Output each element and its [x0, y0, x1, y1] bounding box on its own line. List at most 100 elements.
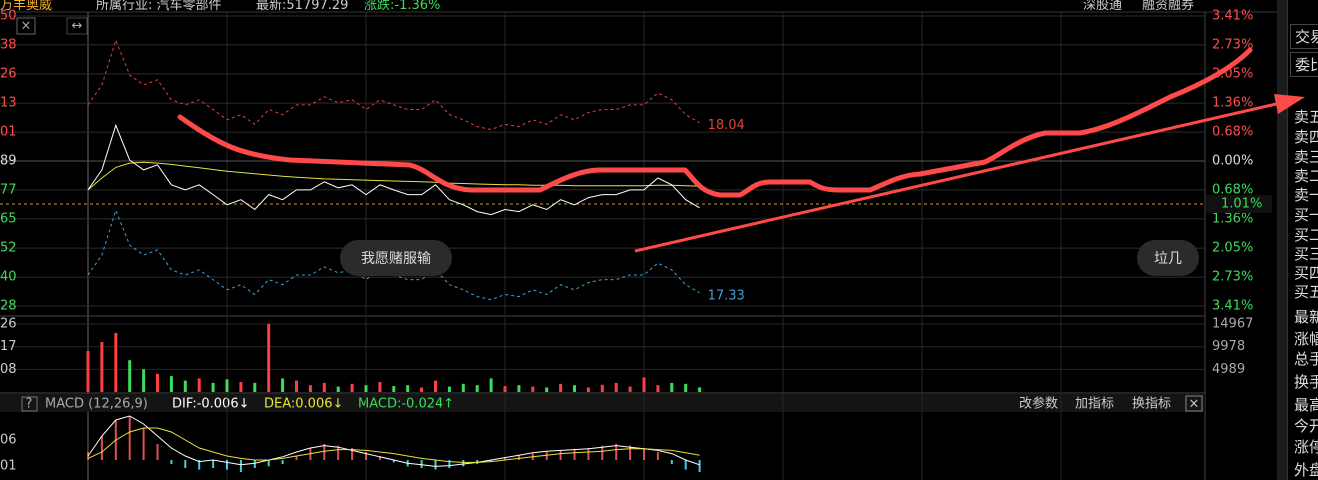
end-label: 18.04	[708, 118, 745, 133]
side-label: 交易	[1290, 24, 1318, 49]
close-icon[interactable]	[16, 17, 36, 35]
volume-bar	[434, 380, 437, 392]
volume-bar	[308, 385, 312, 392]
menu-item[interactable]: 改参数	[1019, 396, 1058, 412]
volume-bar	[531, 386, 535, 392]
stock: 万丰奥威	[0, 0, 53, 13]
side-label: 最高	[1294, 396, 1318, 414]
left-label: 38	[0, 37, 17, 52]
macd-bar	[462, 460, 465, 467]
close-icon[interactable]: ×	[1189, 397, 1200, 412]
left-label: 40	[0, 270, 17, 285]
macd-bar	[490, 460, 493, 462]
side-label: 外盘	[1294, 461, 1318, 479]
volume-bar	[364, 385, 368, 392]
y-tick-label: 3.41%	[1212, 9, 1253, 24]
macd-bar	[323, 444, 326, 460]
y-tick-label: 0.68%	[1212, 125, 1253, 140]
volume-bar	[517, 385, 521, 392]
volume-bar	[86, 351, 90, 392]
menu-item[interactable]: 换指标	[1132, 397, 1171, 412]
volume-bar	[350, 383, 354, 392]
side-label: 买五	[1294, 283, 1318, 301]
volume-bar	[392, 386, 396, 392]
close-icon[interactable]	[1185, 395, 1203, 412]
expand-icon[interactable]: ↔	[72, 19, 83, 34]
volume-bar	[642, 377, 646, 392]
current-label: 1.01%	[1221, 196, 1262, 211]
volume-bar	[295, 380, 298, 392]
volume-bar	[239, 382, 243, 392]
volume-bar	[378, 382, 382, 392]
volume-bar	[475, 385, 479, 392]
volume-bar	[114, 332, 118, 392]
industry: 所属行业: 汽车零部件	[96, 0, 222, 13]
macd-bar	[156, 444, 159, 460]
macd-bar	[601, 445, 604, 460]
macd-bar	[351, 448, 354, 460]
side-label: 卖一	[1294, 186, 1318, 204]
line	[87, 427, 700, 463]
volume-bar	[197, 378, 201, 392]
volume-bar	[656, 385, 660, 392]
dif-label: DIF:-0.006↓	[172, 397, 250, 412]
volume-bar	[447, 386, 451, 392]
volume-bar	[128, 360, 132, 392]
macd-bar	[434, 460, 437, 470]
macd-title: MACD (12,26,9)	[45, 397, 148, 412]
volume-bar	[670, 382, 674, 392]
scrollbar[interactable]	[1277, 0, 1287, 480]
side-label: 卖三	[1294, 148, 1318, 166]
side-label: 涨幅	[1294, 330, 1318, 348]
side-label: 最新	[1294, 308, 1318, 326]
macd-bar	[253, 460, 256, 468]
macd-bar	[170, 460, 173, 464]
left-label: 06	[0, 433, 17, 448]
volume-bar	[573, 385, 576, 392]
expand-icon[interactable]	[66, 17, 88, 35]
y-tick-label: 1.36%	[1212, 96, 1253, 111]
macd-header	[0, 394, 1205, 412]
y-tick-label: 9978	[1212, 339, 1245, 354]
volume-bar	[684, 383, 688, 392]
side-label: 涨停	[1294, 438, 1318, 456]
close-icon[interactable]: ×	[21, 19, 32, 34]
left-label: 26	[0, 317, 17, 332]
y-tick-label: 2.05%	[1212, 66, 1253, 81]
side-label: 换手	[1294, 373, 1318, 391]
macd-bar	[226, 460, 228, 470]
macd-bar	[587, 448, 590, 460]
help-icon[interactable]	[21, 396, 38, 412]
button[interactable]: 我愿赌服输	[340, 240, 452, 276]
stock-name: 万丰奥威	[0, 0, 53, 13]
macd-bar	[670, 460, 673, 464]
macd-bar	[643, 448, 645, 460]
side-label: 买一	[1294, 206, 1318, 224]
volume-bar	[336, 386, 340, 392]
side-panel: 交易委比卖五卖四卖三卖二卖一买一买二买三买四买五最新涨幅总手换手最高今开涨停外盘	[1287, 0, 1318, 480]
tag: 融资融券	[1142, 0, 1195, 13]
macd-bar	[337, 445, 340, 460]
macd-label: MACD:-0.024↑	[358, 397, 454, 412]
macd-bar	[392, 460, 395, 463]
macd-bar	[656, 452, 659, 460]
macd-bar	[615, 444, 618, 460]
volume-bar	[225, 379, 229, 392]
volume-bar	[211, 382, 215, 392]
side-label: 卖二	[1294, 167, 1318, 185]
macd-bar	[295, 456, 298, 460]
menu-item[interactable]: 加指标	[1075, 397, 1114, 412]
macd-bar	[448, 460, 451, 468]
side-label: 卖四	[1294, 128, 1318, 146]
button[interactable]: 垃几	[1137, 240, 1199, 276]
y-tick-label: 3.41%	[1212, 299, 1253, 314]
chart: × ↔ ? MACD (12,26,9) DIF:-0.006↓ DEA:0.0…	[0, 9, 1287, 480]
help-icon[interactable]: ?	[26, 397, 33, 412]
left-label: 01	[0, 125, 17, 140]
left-label: 28	[0, 299, 17, 314]
volume-bar	[628, 386, 632, 392]
macd-bar	[212, 460, 215, 468]
volume-bar	[281, 378, 285, 392]
volume-bar	[322, 382, 326, 392]
y-tick-label: 4989	[1212, 362, 1245, 377]
